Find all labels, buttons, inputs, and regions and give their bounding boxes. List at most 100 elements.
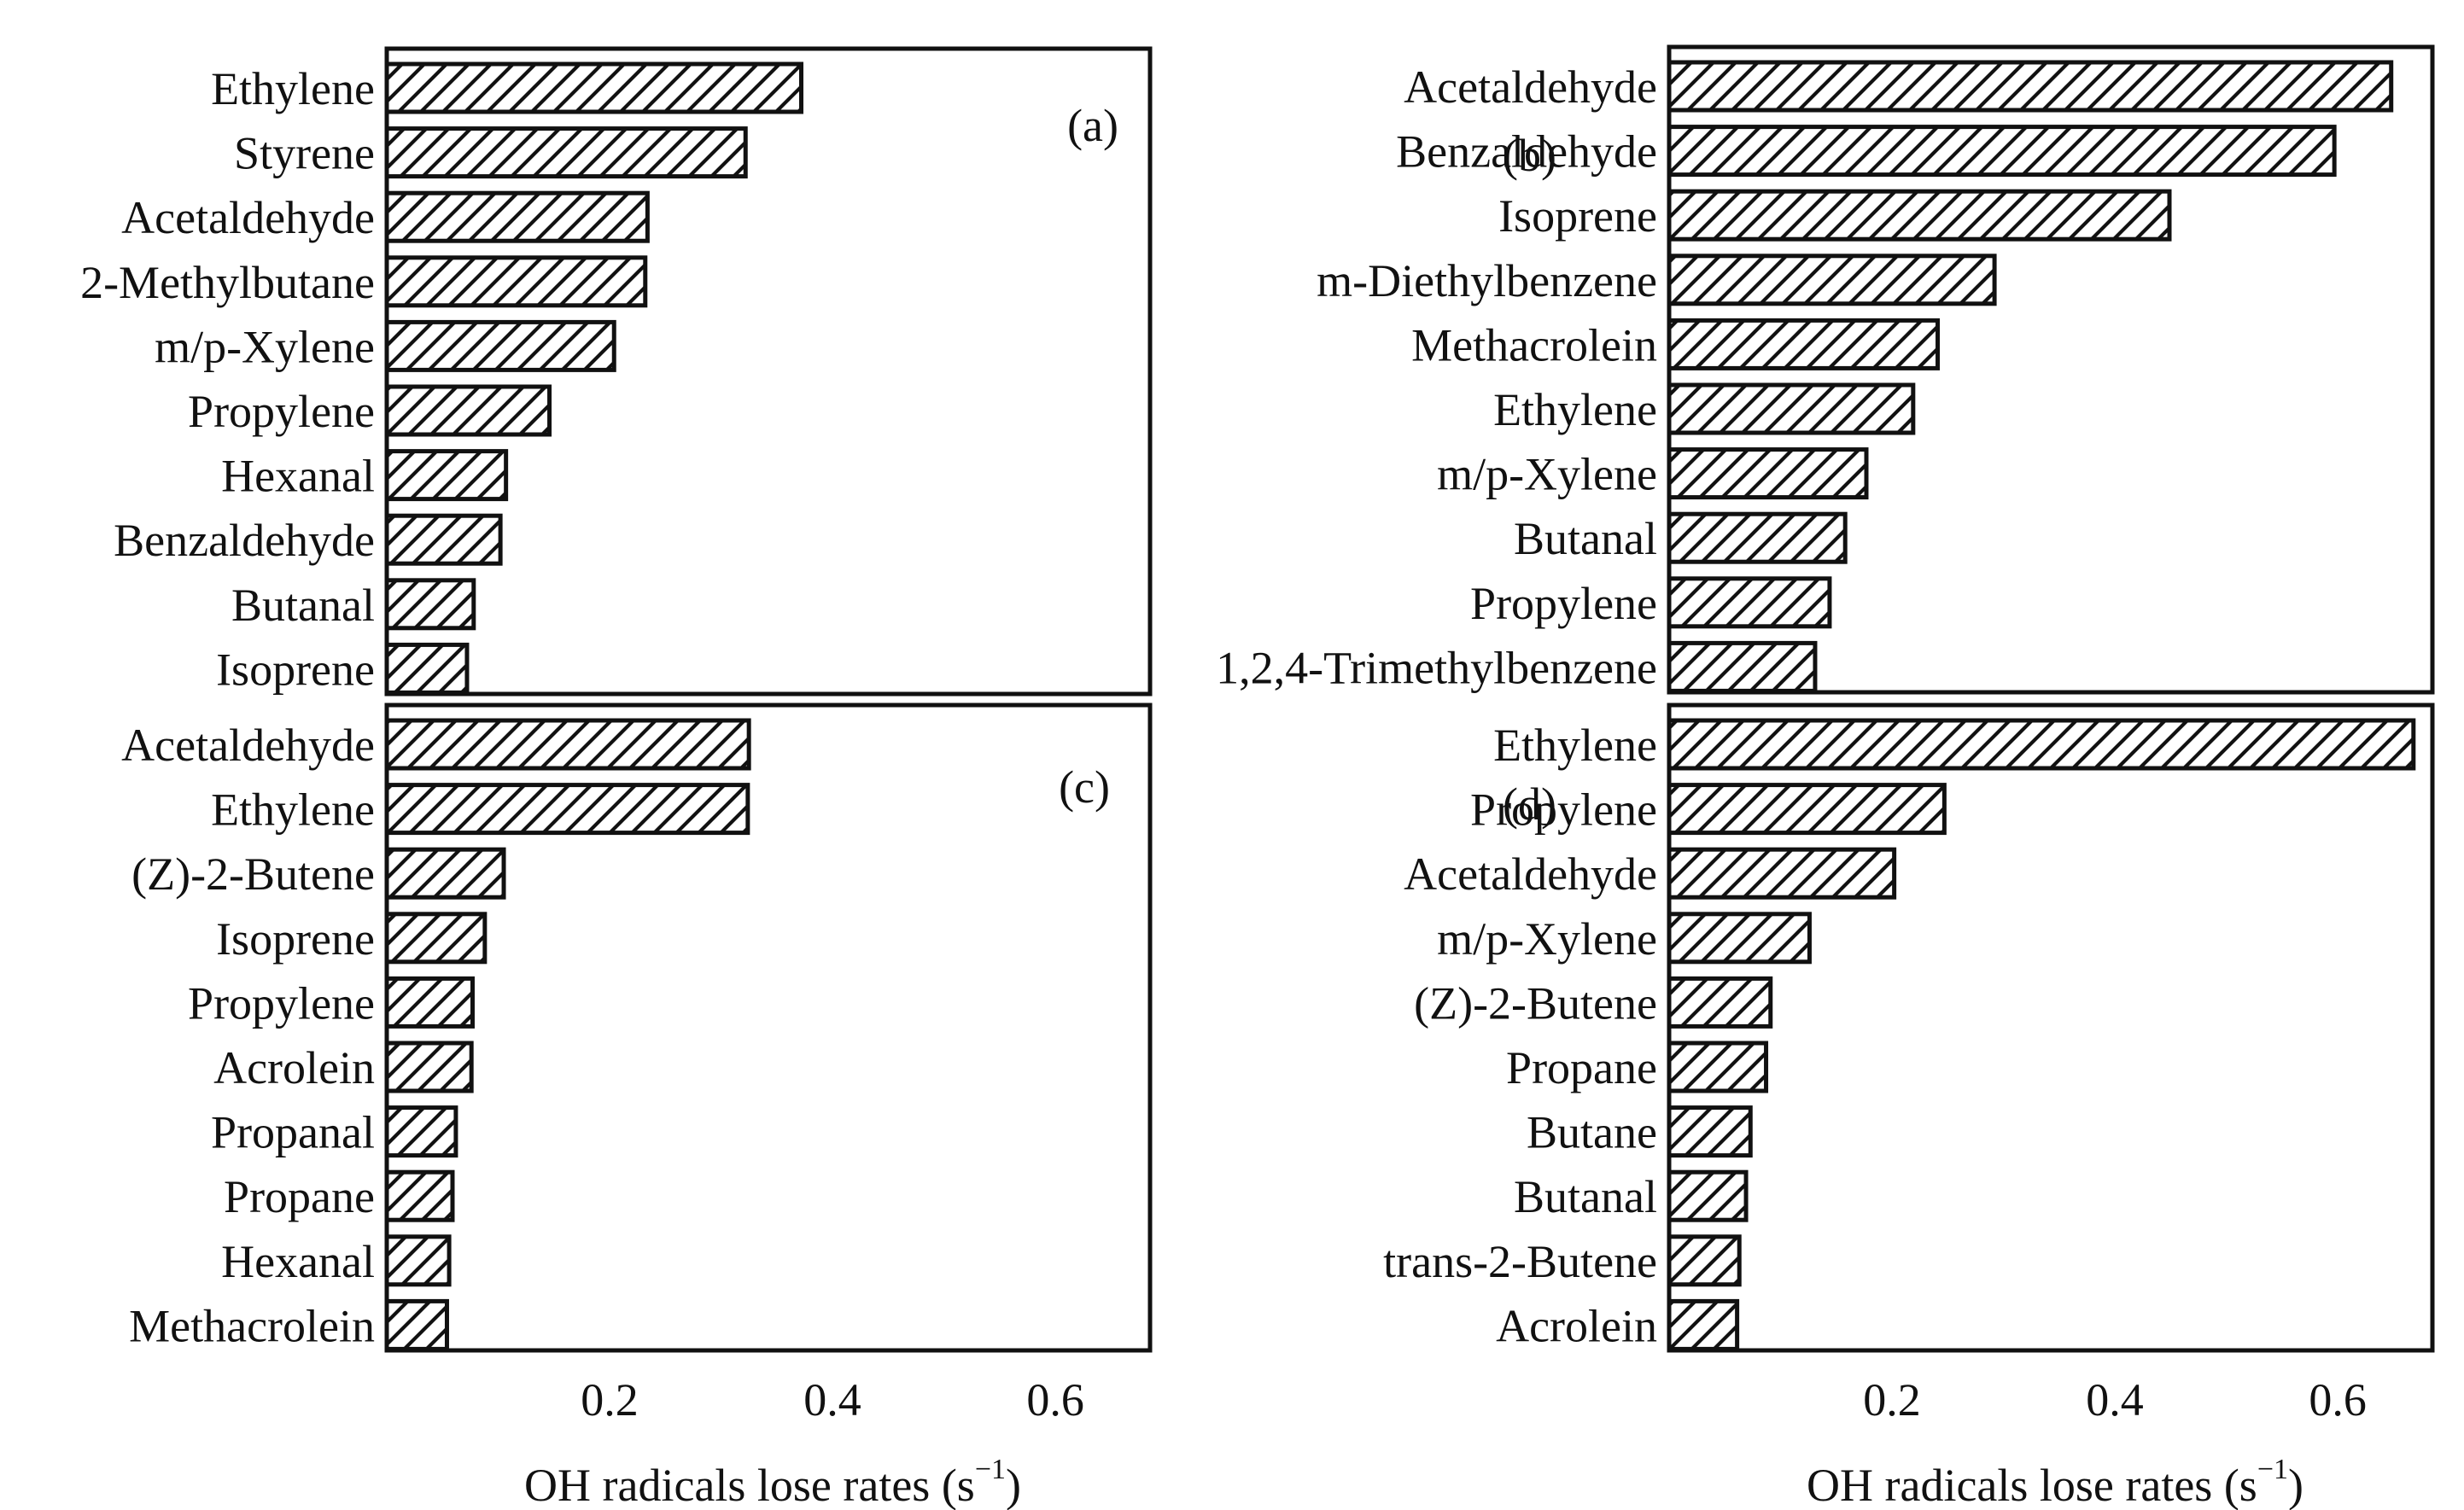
panel-frame-c <box>384 703 1153 1353</box>
bar-b-7 <box>1667 447 1869 500</box>
x-axis-title-close: ) <box>2288 1460 2303 1510</box>
x-axis-title-d: OH radicals lose rates (s−1) <box>1807 1454 2303 1510</box>
category-label-d-5: (Z)-2-Butene <box>1414 977 1657 1029</box>
category-label-a-8: Benzaldehyde <box>114 515 375 566</box>
category-label-c-7: Propanal <box>211 1107 375 1158</box>
category-label-d-6: Propane <box>1506 1042 1657 1093</box>
category-label-b-1: Acetaldehyde <box>1404 61 1657 113</box>
x-tick-label-d-2: 0.4 <box>2086 1374 2144 1425</box>
category-label-a-1: Ethylene <box>211 63 375 114</box>
bar-b-4 <box>1667 254 1997 306</box>
bar-d-3 <box>1667 847 1897 900</box>
bar-d-6 <box>1667 1041 1769 1093</box>
category-label-c-6: Acrolein <box>213 1042 375 1093</box>
x-tick-label-d-1: 0.2 <box>1863 1374 1921 1425</box>
bar-d-9 <box>1667 1234 1742 1287</box>
bar-a-7 <box>384 449 509 502</box>
category-label-a-4: 2-Methylbutane <box>80 257 375 308</box>
bar-c-9 <box>384 1234 452 1287</box>
bar-c-5 <box>384 976 475 1029</box>
bar-a-10 <box>384 642 470 695</box>
bar-a-1 <box>384 61 804 114</box>
category-label-d-3: Acetaldehyde <box>1404 848 1657 900</box>
x-axis-title-main: OH radicals lose rates (s <box>524 1460 975 1510</box>
bar-b-2 <box>1667 125 2337 178</box>
x-axis-title-exponent: −1 <box>2257 1454 2288 1485</box>
bar-c-3 <box>384 847 506 900</box>
category-label-d-9: trans-2-Butene <box>1383 1236 1657 1287</box>
panel-label-b: (b) <box>1503 130 1556 181</box>
category-label-c-4: Isoprene <box>216 913 375 965</box>
category-label-b-5: Methacrolein <box>1411 319 1657 370</box>
category-label-a-10: Isoprene <box>216 644 375 695</box>
x-axis-title-close: ) <box>1006 1460 1021 1510</box>
x-tick-label-c-2: 0.4 <box>803 1374 861 1425</box>
category-label-d-10: Acrolein <box>1496 1300 1657 1351</box>
bar-d-5 <box>1667 976 1773 1029</box>
bar-b-5 <box>1667 318 1941 370</box>
bar-c-8 <box>384 1169 455 1222</box>
x-tick-label-c-3: 0.6 <box>1026 1374 1084 1425</box>
bar-a-9 <box>384 578 476 631</box>
category-label-c-9: Hexanal <box>221 1236 375 1287</box>
bar-b-9 <box>1667 576 1832 629</box>
bar-c-7 <box>384 1105 458 1158</box>
panel-c: Acetaldehyde Ethylene (Z)-2-Butene Isoprene… <box>121 703 1153 1510</box>
bar-c-2 <box>384 783 750 836</box>
panel-label-c: (c) <box>1059 761 1110 813</box>
panel-frame-d <box>1667 703 2435 1353</box>
x-axis-title-c: OH radicals lose rates (s−1) <box>524 1454 1021 1510</box>
category-label-c-1: Acetaldehyde <box>121 720 375 771</box>
panel-label-a: (a) <box>1067 100 1118 151</box>
panel-frame-a <box>384 46 1153 697</box>
category-label-b-4: m-Diethylbenzene <box>1317 255 1657 306</box>
category-label-b-9: Propylene <box>1470 578 1657 629</box>
category-label-d-4: m/p-Xylene <box>1437 913 1657 965</box>
bar-a-6 <box>384 384 552 437</box>
category-label-b-3: Isoprene <box>1498 190 1657 242</box>
bar-b-1 <box>1667 60 2394 113</box>
bar-b-10 <box>1667 640 1818 693</box>
category-label-a-7: Hexanal <box>221 451 375 502</box>
bar-d-2 <box>1667 783 1947 836</box>
bar-c-4 <box>384 912 488 965</box>
category-label-d-1: Ethylene <box>1493 720 1657 771</box>
panel-b: Acetaldehyde Benzaldehyde Isoprene m-Diethy… <box>1216 44 2435 695</box>
panel-frame-b <box>1667 44 2435 695</box>
bar-b-6 <box>1667 382 1916 435</box>
category-label-c-5: Propylene <box>188 977 375 1029</box>
category-label-b-6: Ethylene <box>1493 384 1657 435</box>
panel-label-d: (d) <box>1503 778 1556 830</box>
bar-d-8 <box>1667 1169 1749 1222</box>
category-label-d-2: Propylene <box>1470 784 1657 836</box>
bar-c-10 <box>384 1298 449 1351</box>
x-tick-label-c-1: 0.2 <box>581 1374 639 1425</box>
category-label-b-2: Benzaldehyde <box>1396 126 1657 178</box>
category-label-a-9: Butanal <box>231 580 375 631</box>
category-label-d-7: Butane <box>1527 1107 1657 1158</box>
category-label-a-2: Styrene <box>234 128 375 179</box>
x-axis-title-exponent: −1 <box>975 1454 1006 1485</box>
category-label-b-10: 1,2,4-Trimethylbenzene <box>1216 642 1657 693</box>
panel-d: Ethylene Propylene Acetaldehyde m/p-Xylene (… <box>1383 703 2435 1510</box>
bar-b-8 <box>1667 511 1848 564</box>
category-label-d-8: Butanal <box>1514 1171 1657 1222</box>
bar-d-4 <box>1667 912 1812 965</box>
panel-a: Ethylene Styrene Acetaldehyde 2-Methylbutan… <box>80 46 1153 697</box>
category-label-a-3: Acetaldehyde <box>121 192 375 243</box>
category-label-c-10: Methacrolein <box>129 1300 375 1351</box>
bar-b-3 <box>1667 189 2172 242</box>
bar-a-3 <box>384 190 650 243</box>
x-axis-title-main: OH radicals lose rates (s <box>1807 1460 2257 1510</box>
category-label-c-2: Ethylene <box>211 784 375 836</box>
bar-c-1 <box>384 718 751 771</box>
bar-a-2 <box>384 126 748 179</box>
bar-a-4 <box>384 255 648 308</box>
bar-d-7 <box>1667 1105 1753 1158</box>
category-label-c-3: (Z)-2-Butene <box>131 848 375 900</box>
bar-a-8 <box>384 513 503 566</box>
bar-d-10 <box>1667 1298 1740 1351</box>
category-label-b-7: m/p-Xylene <box>1437 449 1657 500</box>
bar-a-5 <box>384 319 616 372</box>
